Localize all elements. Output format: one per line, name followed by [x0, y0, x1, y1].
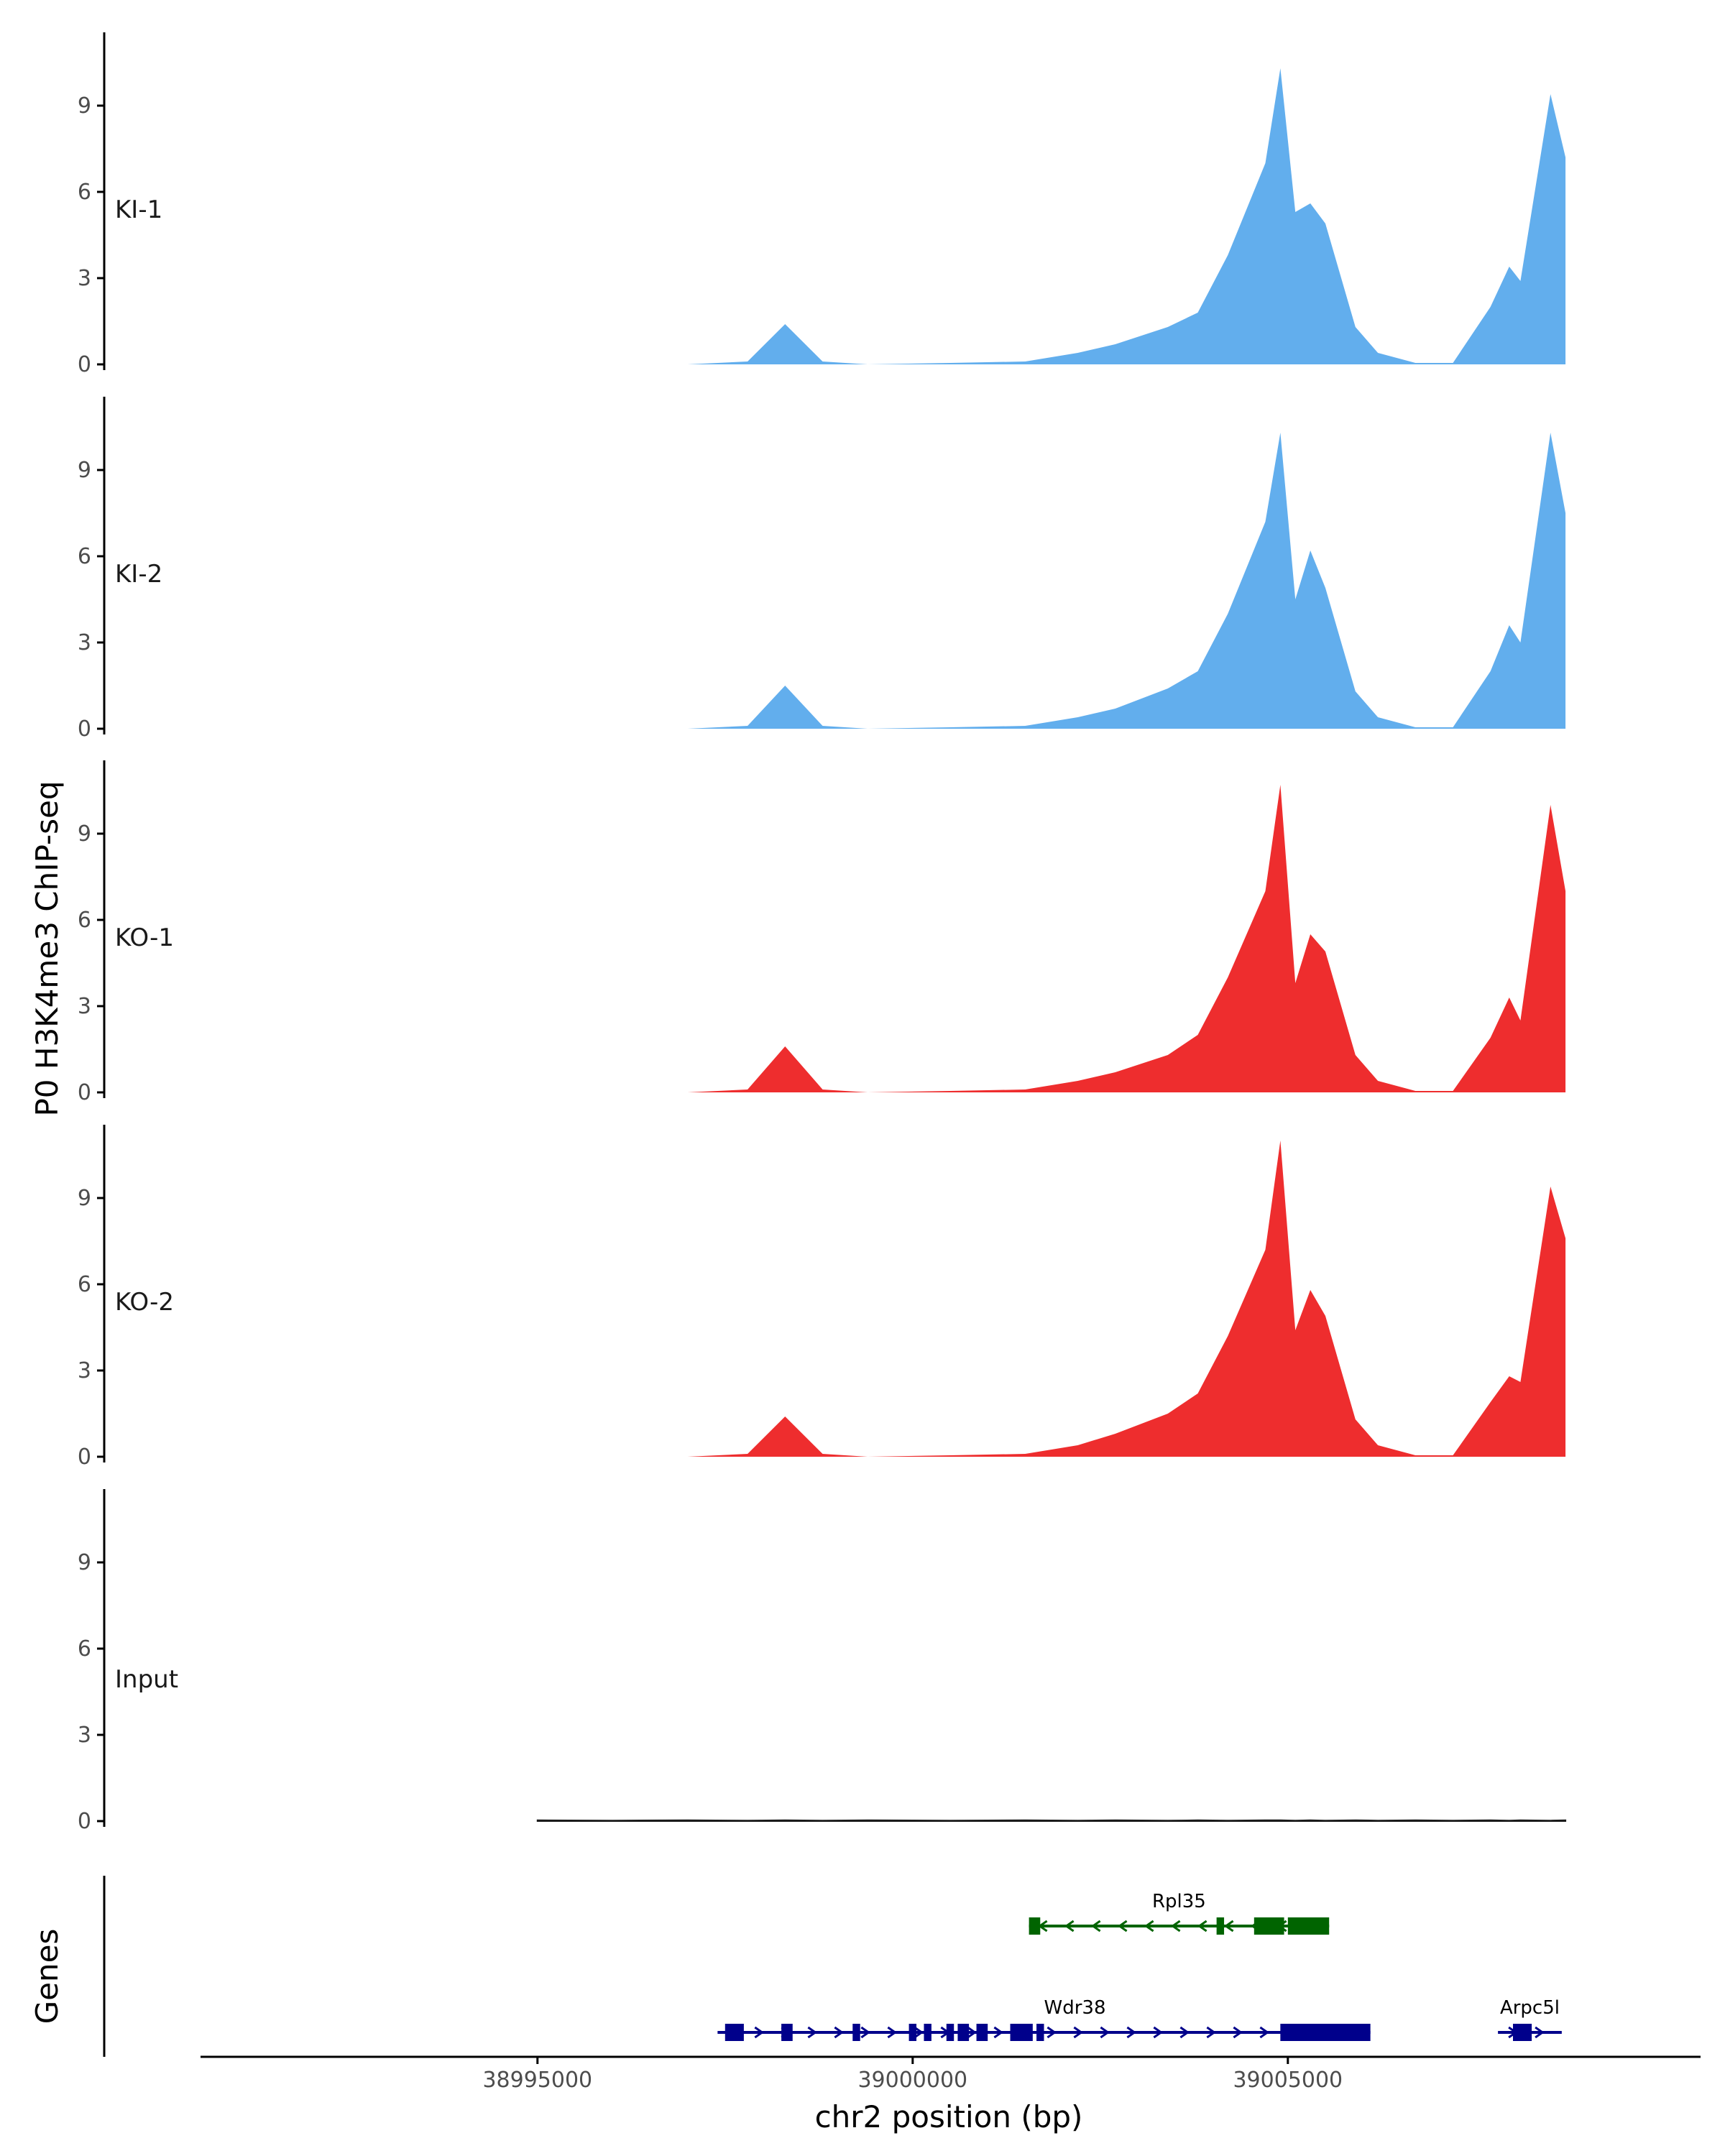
track-ki-1: 0 3 6 9 KI-1 [78, 32, 1566, 377]
y-tick-label: 3 [78, 630, 91, 655]
strand-chevron [1046, 2026, 1057, 2039]
track-label: KO-1 [115, 923, 174, 952]
x-tick-label: 39000000 [857, 2068, 967, 2093]
gene-wdr38: Wdr38 [717, 1997, 1371, 2041]
strand-chevron [993, 2026, 1003, 2039]
x-tick-label: 39005000 [1233, 2068, 1343, 2093]
strand-chevron [1153, 2026, 1163, 2039]
y-tick-label: 0 [78, 1445, 91, 1470]
strand-chevron [914, 2026, 924, 2039]
gene-exon [724, 2024, 744, 2041]
strand-chevron [1100, 2026, 1110, 2039]
y-tick-label: 3 [78, 1358, 91, 1383]
gene-exon [1036, 2024, 1044, 2041]
strand-chevron [1118, 1920, 1128, 1932]
y-tick-label: 9 [78, 458, 91, 483]
y-tick-label: 9 [78, 1550, 91, 1575]
gene-exon [781, 2024, 793, 2041]
gene-exon [1254, 1917, 1284, 1935]
gene-arpc5l: Arpc5l [1498, 1997, 1562, 2041]
strand-chevron [1073, 2026, 1083, 2039]
strand-chevron [1535, 2026, 1545, 2039]
strand-chevron [807, 2026, 817, 2039]
track-label: KI-1 [115, 195, 162, 224]
track-ko-2: 0 3 6 9 KO-2 [78, 1125, 1566, 1470]
gene-exon [946, 2024, 954, 2041]
gene-exon [1010, 2024, 1033, 2041]
y-tick-label: 0 [78, 1080, 91, 1105]
gene-rpl35: Rpl35 [1029, 1891, 1330, 1935]
track-input: 0 3 6 9 Input [78, 1489, 1567, 1834]
y-tick-label: 0 [78, 717, 91, 742]
coverage-area-input [536, 1819, 1567, 1822]
track-label: Input [115, 1665, 178, 1694]
gene-label: Arpc5l [1500, 1997, 1560, 2019]
gene-label: Wdr38 [1044, 1997, 1106, 2019]
gene-exon [852, 2024, 860, 2041]
strand-chevron [860, 2026, 870, 2039]
strand-chevron [1179, 2026, 1190, 2039]
strand-chevron [1197, 1920, 1208, 1932]
gene-exon [1280, 2024, 1371, 2041]
x-axis-title: chr2 position (bp) [815, 2099, 1083, 2134]
genes-axis-title: Genes [29, 1929, 65, 2024]
strand-chevron [1171, 1920, 1181, 1932]
coverage-area-ki-2 [537, 433, 1566, 729]
coverage-tracks: 0 3 6 9 KI-1 0 3 6 9 KI-2 0 3 6 9 KO-1 0 3 6 9 KO-2 0 3 6 9 Inpu… [78, 32, 1567, 1834]
y-tick-label: 3 [78, 266, 91, 291]
strand-chevron [1224, 1920, 1234, 1932]
y-tick-label: 6 [78, 1636, 91, 1662]
strand-chevron [1233, 2026, 1243, 2039]
strand-chevron [887, 2026, 897, 2039]
y-tick-label: 9 [78, 1186, 91, 1211]
gene-exon [1513, 2024, 1532, 2041]
strand-chevron [1259, 2026, 1269, 2039]
y-tick-label: 6 [78, 544, 91, 569]
y-tick-label: 6 [78, 908, 91, 933]
gene-exon [1029, 1917, 1041, 1935]
strand-chevron [1126, 2026, 1136, 2039]
genes-track: Rpl35 Wdr38 Arpc5l [103, 1876, 1562, 2057]
track-label: KO-2 [115, 1288, 174, 1317]
y-tick-label: 3 [78, 994, 91, 1019]
strand-chevron [834, 2026, 844, 2039]
y-tick-label: 6 [78, 1272, 91, 1297]
gene-exon [1216, 1917, 1225, 1935]
y-tick-label: 3 [78, 1723, 91, 1748]
track-ki-2: 0 3 6 9 KI-2 [78, 397, 1566, 742]
coverage-area-ki-1 [537, 68, 1566, 364]
y-tick-label: 0 [78, 1809, 91, 1834]
strand-chevron [967, 2026, 977, 2039]
gene-exon [924, 2024, 932, 2041]
y-tick-label: 6 [78, 180, 91, 205]
coverage-area-ko-2 [537, 1141, 1566, 1457]
gene-label: Rpl35 [1152, 1891, 1206, 1912]
strand-chevron [1091, 1920, 1101, 1932]
track-label: KI-2 [115, 560, 162, 589]
gene-exon [1287, 1917, 1330, 1935]
x-tick-label: 38995000 [482, 2068, 592, 2093]
strand-chevron [1206, 2026, 1216, 2039]
x-axis: 38995000 39000000 39005000 [201, 2055, 1701, 2093]
gene-exon [957, 2024, 970, 2041]
y-tick-label: 0 [78, 352, 91, 377]
strand-chevron [754, 2026, 764, 2039]
y-tick-label: 9 [78, 93, 91, 119]
y-axis-title: P0 H3K4me3 ChIP-seq [29, 780, 65, 1116]
strand-chevron [1144, 1920, 1154, 1932]
gene-exon [908, 2024, 917, 2041]
y-tick-label: 9 [78, 821, 91, 847]
track-ko-1: 0 3 6 9 KO-1 [78, 760, 1566, 1105]
coverage-area-ko-1 [537, 785, 1566, 1092]
gene-exon [976, 2024, 988, 2041]
strand-chevron [1064, 1920, 1075, 1932]
